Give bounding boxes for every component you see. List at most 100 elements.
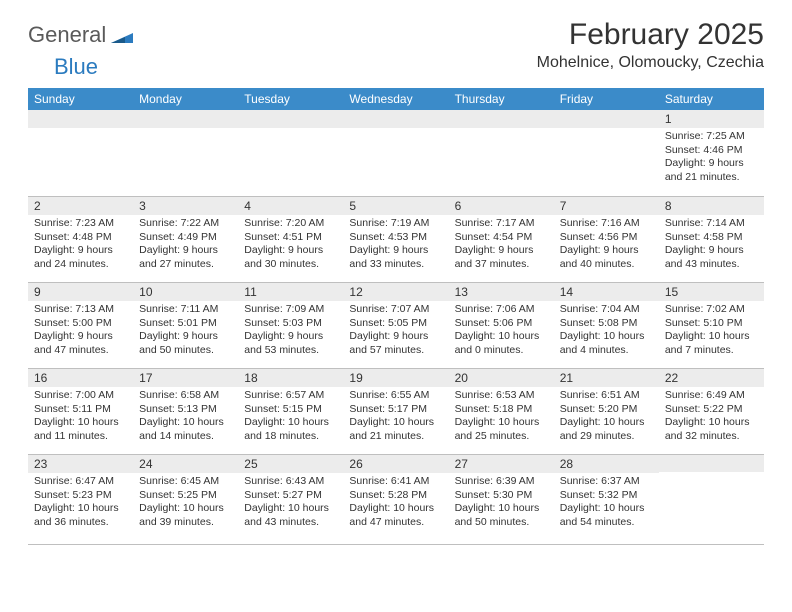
day-details: Sunrise: 7:16 AMSunset: 4:56 PMDaylight:… bbox=[554, 215, 659, 276]
day-details: Sunrise: 6:43 AMSunset: 5:27 PMDaylight:… bbox=[238, 473, 343, 534]
daylight-text-2: and 57 minutes. bbox=[349, 344, 442, 358]
day-number: 7 bbox=[554, 196, 659, 215]
calendar-cell: 24Sunrise: 6:45 AMSunset: 5:25 PMDayligh… bbox=[133, 454, 238, 540]
daylight-text-2: and 54 minutes. bbox=[560, 516, 653, 530]
day-number: 11 bbox=[238, 282, 343, 301]
day-number: 3 bbox=[133, 196, 238, 215]
calendar-cell: 13Sunrise: 7:06 AMSunset: 5:06 PMDayligh… bbox=[449, 282, 554, 368]
sunset-text: Sunset: 5:10 PM bbox=[665, 317, 758, 331]
sunset-text: Sunset: 5:15 PM bbox=[244, 403, 337, 417]
sunset-text: Sunset: 5:28 PM bbox=[349, 489, 442, 503]
daylight-text-2: and 40 minutes. bbox=[560, 258, 653, 272]
daylight-text-2: and 25 minutes. bbox=[455, 430, 548, 444]
calendar-cell: 23Sunrise: 6:47 AMSunset: 5:23 PMDayligh… bbox=[28, 454, 133, 540]
day-number: 10 bbox=[133, 282, 238, 301]
day-number: 8 bbox=[659, 196, 764, 215]
weekday-header: Monday bbox=[133, 88, 238, 110]
day-details: Sunrise: 7:23 AMSunset: 4:48 PMDaylight:… bbox=[28, 215, 133, 276]
sunset-text: Sunset: 5:08 PM bbox=[560, 317, 653, 331]
day-number: 13 bbox=[449, 282, 554, 301]
calendar-cell: 2Sunrise: 7:23 AMSunset: 4:48 PMDaylight… bbox=[28, 196, 133, 282]
sunset-text: Sunset: 5:11 PM bbox=[34, 403, 127, 417]
daylight-text-1: Daylight: 9 hours bbox=[34, 244, 127, 258]
daylight-text-1: Daylight: 10 hours bbox=[560, 502, 653, 516]
day-number: 28 bbox=[554, 454, 659, 473]
daylight-text-1: Daylight: 10 hours bbox=[34, 416, 127, 430]
calendar-cell: 11Sunrise: 7:09 AMSunset: 5:03 PMDayligh… bbox=[238, 282, 343, 368]
calendar-cell bbox=[133, 110, 238, 196]
sunset-text: Sunset: 5:23 PM bbox=[34, 489, 127, 503]
day-details: Sunrise: 7:00 AMSunset: 5:11 PMDaylight:… bbox=[28, 387, 133, 448]
calendar-cell: 10Sunrise: 7:11 AMSunset: 5:01 PMDayligh… bbox=[133, 282, 238, 368]
sunset-text: Sunset: 4:53 PM bbox=[349, 231, 442, 245]
calendar-cell: 12Sunrise: 7:07 AMSunset: 5:05 PMDayligh… bbox=[343, 282, 448, 368]
sunrise-text: Sunrise: 6:41 AM bbox=[349, 475, 442, 489]
daylight-text-1: Daylight: 10 hours bbox=[455, 502, 548, 516]
daylight-text-2: and 21 minutes. bbox=[349, 430, 442, 444]
day-number: 21 bbox=[554, 368, 659, 387]
calendar-cell: 7Sunrise: 7:16 AMSunset: 4:56 PMDaylight… bbox=[554, 196, 659, 282]
sunrise-text: Sunrise: 7:09 AM bbox=[244, 303, 337, 317]
daylight-text-1: Daylight: 9 hours bbox=[349, 244, 442, 258]
day-details: Sunrise: 7:11 AMSunset: 5:01 PMDaylight:… bbox=[133, 301, 238, 362]
daylight-text-2: and 18 minutes. bbox=[244, 430, 337, 444]
sunset-text: Sunset: 4:48 PM bbox=[34, 231, 127, 245]
weekday-header: Saturday bbox=[659, 88, 764, 110]
daylight-text-1: Daylight: 10 hours bbox=[665, 416, 758, 430]
sunrise-text: Sunrise: 6:37 AM bbox=[560, 475, 653, 489]
sunrise-text: Sunrise: 6:58 AM bbox=[139, 389, 232, 403]
calendar-cell: 3Sunrise: 7:22 AMSunset: 4:49 PMDaylight… bbox=[133, 196, 238, 282]
day-number: 18 bbox=[238, 368, 343, 387]
sunset-text: Sunset: 5:27 PM bbox=[244, 489, 337, 503]
sunset-text: Sunset: 4:51 PM bbox=[244, 231, 337, 245]
sunrise-text: Sunrise: 7:22 AM bbox=[139, 217, 232, 231]
day-number: 26 bbox=[343, 454, 448, 473]
calendar-cell: 5Sunrise: 7:19 AMSunset: 4:53 PMDaylight… bbox=[343, 196, 448, 282]
day-details: Sunrise: 7:13 AMSunset: 5:00 PMDaylight:… bbox=[28, 301, 133, 362]
daylight-text-1: Daylight: 9 hours bbox=[560, 244, 653, 258]
day-number: 6 bbox=[449, 196, 554, 215]
daylight-text-2: and 50 minutes. bbox=[455, 516, 548, 530]
daylight-text-2: and 7 minutes. bbox=[665, 344, 758, 358]
calendar-week-row: 9Sunrise: 7:13 AMSunset: 5:00 PMDaylight… bbox=[28, 282, 764, 368]
day-number: 17 bbox=[133, 368, 238, 387]
calendar-cell bbox=[343, 110, 448, 196]
sunrise-text: Sunrise: 6:45 AM bbox=[139, 475, 232, 489]
day-number: 25 bbox=[238, 454, 343, 473]
calendar-cell: 8Sunrise: 7:14 AMSunset: 4:58 PMDaylight… bbox=[659, 196, 764, 282]
calendar-cell: 26Sunrise: 6:41 AMSunset: 5:28 PMDayligh… bbox=[343, 454, 448, 540]
logo-text-general: General bbox=[28, 22, 106, 48]
sunset-text: Sunset: 4:58 PM bbox=[665, 231, 758, 245]
day-details: Sunrise: 7:07 AMSunset: 5:05 PMDaylight:… bbox=[343, 301, 448, 362]
daylight-text-1: Daylight: 10 hours bbox=[244, 416, 337, 430]
sunrise-text: Sunrise: 6:53 AM bbox=[455, 389, 548, 403]
daylight-text-2: and 29 minutes. bbox=[560, 430, 653, 444]
calendar-week-row: 2Sunrise: 7:23 AMSunset: 4:48 PMDaylight… bbox=[28, 196, 764, 282]
calendar-week-row: 16Sunrise: 7:00 AMSunset: 5:11 PMDayligh… bbox=[28, 368, 764, 454]
empty-day-header bbox=[659, 454, 764, 472]
sunrise-text: Sunrise: 6:39 AM bbox=[455, 475, 548, 489]
calendar-cell: 28 Sunrise: 6:37 AMSunset: 5:32 PMDayligh… bbox=[554, 454, 659, 540]
daylight-text-1: Daylight: 10 hours bbox=[139, 502, 232, 516]
sunset-text: Sunset: 5:20 PM bbox=[560, 403, 653, 417]
day-number: 5 bbox=[343, 196, 448, 215]
sunset-text: Sunset: 4:54 PM bbox=[455, 231, 548, 245]
sunset-text: Sunset: 5:03 PM bbox=[244, 317, 337, 331]
day-number: 1 bbox=[659, 110, 764, 128]
sunset-text: Sunset: 4:56 PM bbox=[560, 231, 653, 245]
day-details: Sunrise: 6:53 AMSunset: 5:18 PMDaylight:… bbox=[449, 387, 554, 448]
sunset-text: Sunset: 5:32 PM bbox=[560, 489, 653, 503]
day-number: 24 bbox=[133, 454, 238, 473]
day-details: Sunrise: 7:02 AMSunset: 5:10 PMDaylight:… bbox=[659, 301, 764, 362]
day-number: 15 bbox=[659, 282, 764, 301]
logo: General bbox=[28, 22, 135, 48]
daylight-text-2: and 14 minutes. bbox=[139, 430, 232, 444]
sunset-text: Sunset: 5:22 PM bbox=[665, 403, 758, 417]
day-number: 19 bbox=[343, 368, 448, 387]
sunset-text: Sunset: 5:30 PM bbox=[455, 489, 548, 503]
day-details: Sunrise: 6:57 AMSunset: 5:15 PMDaylight:… bbox=[238, 387, 343, 448]
day-number: 27 bbox=[449, 454, 554, 473]
calendar-week-row: 1Sunrise: 7:25 AMSunset: 4:46 PMDaylight… bbox=[28, 110, 764, 196]
calendar-cell bbox=[554, 110, 659, 196]
day-details: Sunrise: 6:41 AMSunset: 5:28 PMDaylight:… bbox=[343, 473, 448, 534]
